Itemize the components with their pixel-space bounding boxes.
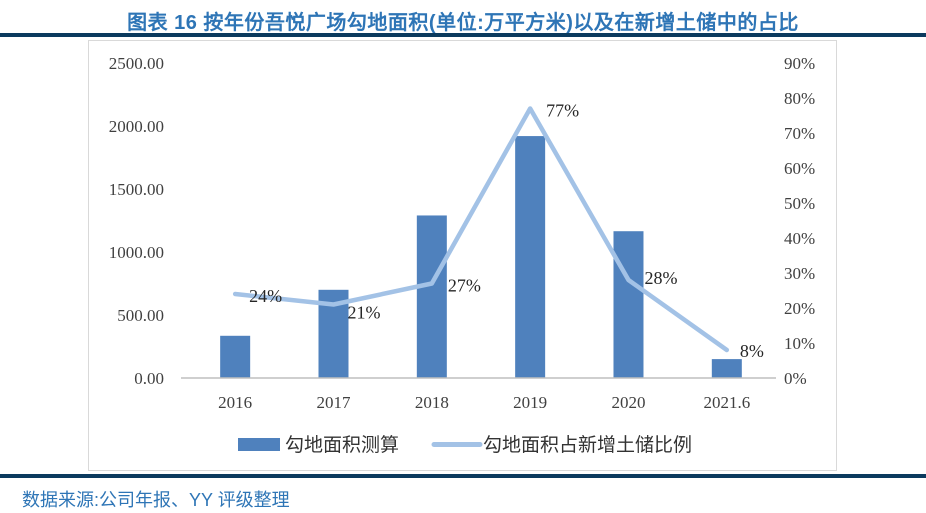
left-axis-tick: 2500.00	[109, 54, 164, 73]
bar-2021.6	[711, 359, 742, 378]
bar-2018	[416, 215, 447, 378]
bar-2020	[613, 231, 644, 378]
right-axis-tick: 80%	[784, 89, 815, 108]
line-label-2019: 77%	[546, 101, 579, 121]
x-label-2021.6: 2021.6	[703, 393, 750, 412]
x-label-2018: 2018	[415, 393, 449, 412]
chart-container: 2500.00 2000.00 1500.00 1000.00 500.00 0.00 90…	[88, 40, 837, 471]
x-label-2020: 2020	[611, 393, 645, 412]
right-axis-tick: 10%	[784, 334, 815, 353]
right-axis-tick: 20%	[784, 299, 815, 318]
right-axis-tick: 60%	[784, 159, 815, 178]
combo-chart: 2500.00 2000.00 1500.00 1000.00 500.00 0.00 90…	[109, 54, 815, 456]
title-divider	[0, 33, 926, 37]
bar-2019	[515, 136, 546, 378]
right-axis-tick: 40%	[784, 229, 815, 248]
left-axis-tick: 1500.00	[109, 180, 164, 199]
right-axis-tick: 90%	[784, 54, 815, 73]
line-label-2016: 24%	[249, 286, 282, 306]
line-label-2018: 27%	[448, 276, 481, 296]
ratio-trend-line	[232, 106, 730, 353]
line-label-2017: 21%	[347, 303, 380, 323]
figure-title: 图表 16 按年份吾悦广场勾地面积(单位:万平方米)以及在新增土储中的占比	[127, 12, 799, 34]
right-axis-tick: 30%	[784, 264, 815, 283]
right-axis-tick: 70%	[784, 124, 815, 143]
left-axis-tick: 1000.00	[109, 243, 164, 262]
line-label-2020: 28%	[644, 268, 677, 288]
x-label-2019: 2019	[513, 393, 547, 412]
left-axis-tick: 2000.00	[109, 117, 164, 136]
right-axis-tick: 0%	[784, 369, 807, 388]
bar-2016	[220, 335, 251, 378]
legend-label-bar-series: 勾地面积测算	[285, 434, 399, 456]
footer-divider	[0, 474, 926, 478]
left-axis-tick: 0.00	[134, 369, 164, 388]
x-label-2017: 2017	[316, 393, 351, 412]
legend-label-line-series: 勾地面积占新增土储比例	[483, 434, 692, 456]
right-axis-tick: 50%	[784, 194, 815, 213]
data-source: 数据来源:公司年报、YY 评级整理	[22, 490, 290, 510]
legend-swatch-bar	[238, 438, 280, 451]
left-axis-tick: 500.00	[117, 306, 164, 325]
line-label-2021.6: 8%	[740, 341, 764, 361]
x-label-2016: 2016	[218, 393, 252, 412]
